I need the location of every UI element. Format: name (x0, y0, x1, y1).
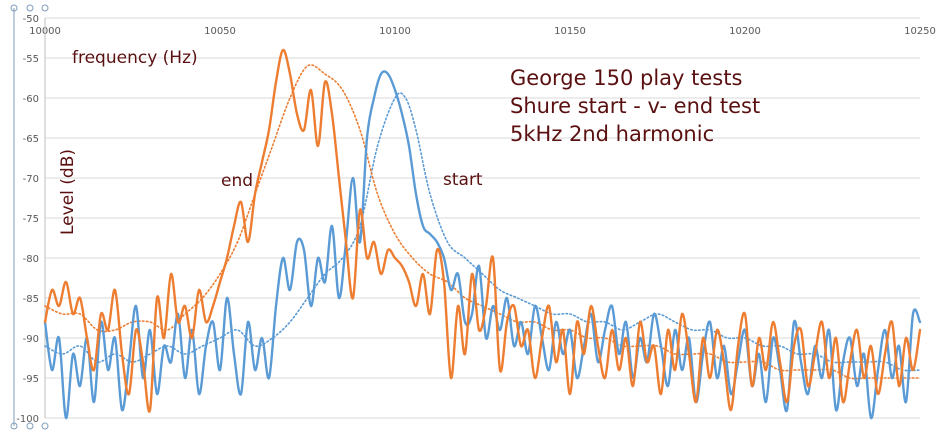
y-tick-label: -80 (23, 254, 39, 265)
selection-handle-bottom-middle[interactable] (26, 422, 34, 430)
annotation-title-line-1: George 150 play tests (510, 66, 742, 90)
x-axis-label: frequency (Hz) (72, 48, 198, 68)
y-tick-label: -55 (23, 54, 39, 65)
x-axis-ticks: 10000 10050 10100 10150 10200 10250 (29, 26, 936, 37)
series-line-end-trend (44, 64, 921, 380)
y-axis-ticks: -50 -55 -60 -65 -70 -75 -80 -85 -90 -95 -100 (16, 14, 39, 425)
y-axis-label: Level (dB) (58, 149, 78, 235)
y-tick-label: -75 (23, 214, 39, 225)
series-layer (43, 48, 922, 420)
grid-lines (45, 17, 920, 419)
y-tick-label: -100 (16, 414, 39, 425)
series-line-start (43, 70, 922, 420)
y-tick-label: -90 (23, 334, 39, 345)
x-tick-label: 10050 (204, 26, 236, 37)
y-tick-label: -60 (23, 94, 39, 105)
x-tick-label: 10150 (554, 26, 586, 37)
series-line-end (43, 48, 922, 413)
selection-handle-top-middle[interactable] (26, 4, 34, 12)
y-tick-label: -65 (23, 134, 39, 145)
selection-handles (10, 4, 49, 430)
selection-handle-bottom-right[interactable] (41, 422, 49, 430)
x-tick-label: 10250 (904, 26, 936, 37)
annotation-title-line-3: 5kHz 2nd harmonic (510, 122, 714, 146)
y-tick-label: -95 (23, 374, 39, 385)
selection-handle-top-right[interactable] (41, 4, 49, 12)
series-line-start-trend (44, 92, 921, 372)
annotation-end-label: end (221, 171, 253, 191)
y-tick-label: -50 (23, 14, 39, 25)
y-tick-label: -70 (23, 174, 39, 185)
x-tick-label: 10100 (379, 26, 411, 37)
y-tick-label: -85 (23, 294, 39, 305)
annotation-start-label: start (443, 170, 483, 190)
annotation-title-line-2: Shure start - v- end test (510, 94, 760, 118)
x-tick-label: 10200 (729, 26, 761, 37)
